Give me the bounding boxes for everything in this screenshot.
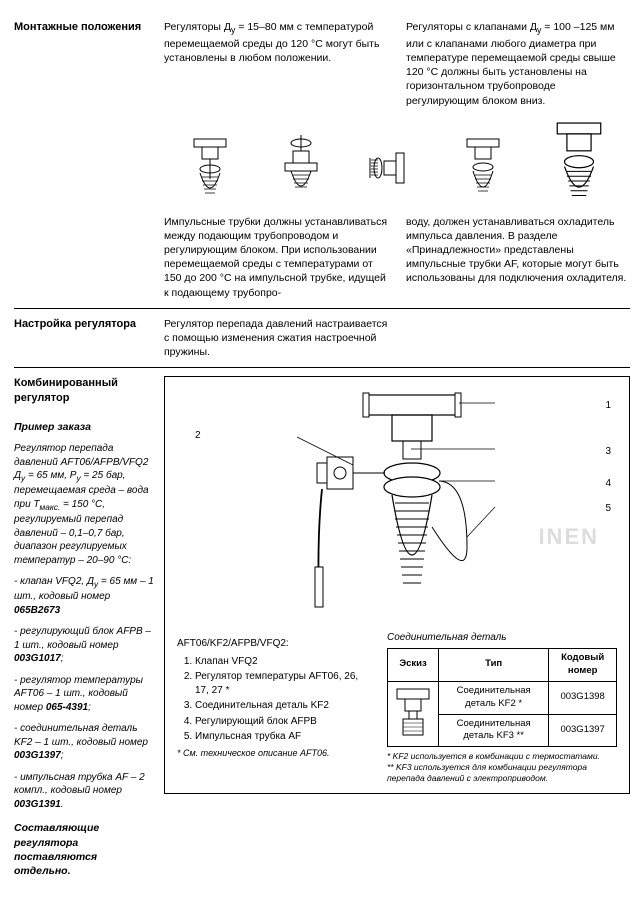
list-item: Регулятор температуры AFT06, 26, 17, 27 … xyxy=(195,670,369,697)
callout-3: 3 xyxy=(605,445,611,459)
list-item: Импульсная трубка AF xyxy=(195,730,369,744)
example-item-4: - соединительная деталь KF2 – 1 шт., код… xyxy=(14,722,154,763)
model-code: AFT06/KF2/AFPB/VFQ2: xyxy=(177,637,369,651)
section-label: Монтажные положения xyxy=(14,20,164,300)
table-footnotes: * KF2 используется в комбинации с термос… xyxy=(387,751,617,783)
list-footnote: * См. техническое описание AFT06. xyxy=(177,747,369,759)
th-code: Кодовый номер xyxy=(549,648,617,681)
table-row: Соединительная деталь KF2 * 003G1398 xyxy=(388,681,617,714)
valve-icon-1 xyxy=(186,133,234,203)
td-type: Соединительная деталь KF2 * xyxy=(439,681,549,714)
example-item-3: - регулятор температуры AFT06 – 1 шт., к… xyxy=(14,674,154,715)
tuning-text: Регулятор перепада давлений настраиваетс… xyxy=(164,317,388,360)
text-left: Регуляторы Ду = 15–80 мм с температурой … xyxy=(164,20,388,108)
valve-icon-4 xyxy=(459,133,507,203)
th-sketch: Эскиз xyxy=(388,648,439,681)
example-item-1: - клапан VFQ2, Ду = 65 мм – 1 шт., кодов… xyxy=(14,575,154,617)
heading-tuning: Настройка регулятора xyxy=(14,317,154,332)
below-left: Импульсные трубки должны устанавливаться… xyxy=(164,215,388,300)
list-item: Соединительная деталь KF2 xyxy=(195,699,369,713)
section-mounting: Монтажные положения Регуляторы Ду = 15–8… xyxy=(14,12,630,309)
heading-combined: Комбинированный регулятор xyxy=(14,376,154,406)
parts-list-block: AFT06/KF2/AFPB/VFQ2: Клапан VFQ2 Регулят… xyxy=(177,631,369,783)
text-right: Регуляторы с клапанами Ду = 100 –125 мм … xyxy=(406,20,630,108)
below-right: воду, должен устанавливаться охладитель … xyxy=(406,215,630,300)
td-type: Соединительная деталь KF3 ** xyxy=(439,714,549,747)
sketch-cell xyxy=(388,681,439,747)
example-item-2: - регулирующий блок AFPB – 1 шт., кодовы… xyxy=(14,625,154,666)
section-tuning: Настройка регулятора Регулятор перепада … xyxy=(14,309,630,369)
valve-icon-5 xyxy=(550,118,608,203)
callout-2: 2 xyxy=(195,429,201,443)
supplied-separately: Составляющие регулятора поставляются отд… xyxy=(14,821,154,878)
heading-mounting: Монтажные положения xyxy=(14,20,154,35)
parts-list: Клапан VFQ2 Регулятор температуры AFT06,… xyxy=(177,655,369,744)
valve-icon-2 xyxy=(277,133,325,203)
td-code: 003G1397 xyxy=(549,714,617,747)
valve-diagrams xyxy=(164,118,630,203)
section-combined: Комбинированный регулятор Пример заказа … xyxy=(14,368,630,894)
valve-icon-3 xyxy=(368,133,416,203)
connector-table: Эскиз Тип Кодовый номер Соединительная д… xyxy=(387,648,617,747)
example-intro: Регулятор перепада давлений AFT06/AFPB/V… xyxy=(14,442,154,567)
connector-title: Соединительная деталь xyxy=(387,631,617,645)
list-item: Клапан VFQ2 xyxy=(195,655,369,669)
combined-regulator-box: INEN xyxy=(164,376,630,794)
connector-table-block: Соединительная деталь Эскиз Тип Кодовый … xyxy=(387,631,617,783)
example-title: Пример заказа xyxy=(14,420,154,434)
th-type: Тип xyxy=(439,648,549,681)
section1-content: Регуляторы Ду = 15–80 мм с температурой … xyxy=(164,20,630,300)
td-code: 003G1398 xyxy=(549,681,617,714)
list-item: Регулирующий блок AFPB xyxy=(195,715,369,729)
order-example: Пример заказа Регулятор перепада давлени… xyxy=(14,420,154,878)
callout-5: 5 xyxy=(605,502,611,516)
example-item-5: - импульсная трубка AF – 2 компл., кодов… xyxy=(14,771,154,812)
big-valve-diagram: 1 2 3 4 5 xyxy=(177,387,617,621)
callout-4: 4 xyxy=(605,477,611,491)
callout-1: 1 xyxy=(605,399,611,413)
